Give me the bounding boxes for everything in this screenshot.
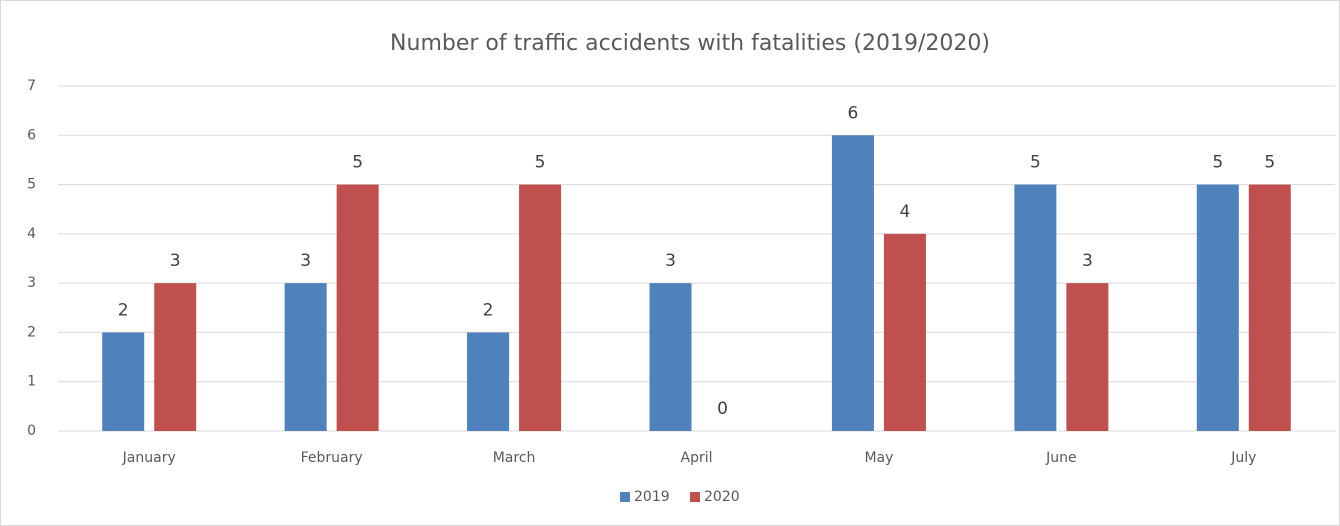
legend-label: 2019 [634,489,670,505]
data-label: 3 [170,251,181,271]
bar [102,332,145,431]
x-tick-label: January [122,450,176,466]
data-label: 5 [1030,153,1041,173]
legend-swatch [620,492,630,502]
bar [284,283,327,431]
bar [519,184,562,431]
data-label: 2 [483,300,494,320]
x-tick-label: March [493,450,536,466]
data-label: 5 [1212,153,1223,173]
x-tick-label: July [1230,450,1256,466]
chart-title: Number of traffic accidents with fatalit… [390,31,990,56]
x-tick-label: April [681,450,713,466]
y-tick-label: 4 [27,226,36,242]
bar [649,283,692,431]
bar [883,233,926,431]
bar [336,184,379,431]
y-tick-label: 0 [27,423,36,439]
data-label: 2 [118,300,129,320]
x-tick-label: May [864,450,893,466]
x-tick-label: June [1045,450,1077,466]
data-label: 5 [535,153,546,173]
legend-swatch [690,492,700,502]
data-label: 3 [665,251,676,271]
y-tick-label: 3 [27,275,36,291]
data-label: 6 [848,103,859,123]
y-tick-label: 1 [27,374,36,390]
x-tick-label: February [301,450,363,466]
bar [1196,184,1239,431]
bar [1066,283,1109,431]
data-label: 0 [717,399,728,419]
legend-label: 2020 [704,489,740,505]
bar [1014,184,1057,431]
y-tick-label: 6 [27,127,36,143]
data-label: 3 [300,251,311,271]
y-tick-label: 7 [27,78,36,94]
bar [467,332,510,431]
y-tick-label: 2 [27,324,36,340]
data-label: 4 [900,202,911,222]
bar [1248,184,1291,431]
data-label: 5 [352,153,363,173]
bar [154,283,197,431]
data-label: 3 [1082,251,1093,271]
bar [831,135,874,432]
y-tick-label: 5 [27,177,36,193]
data-label: 5 [1264,153,1275,173]
